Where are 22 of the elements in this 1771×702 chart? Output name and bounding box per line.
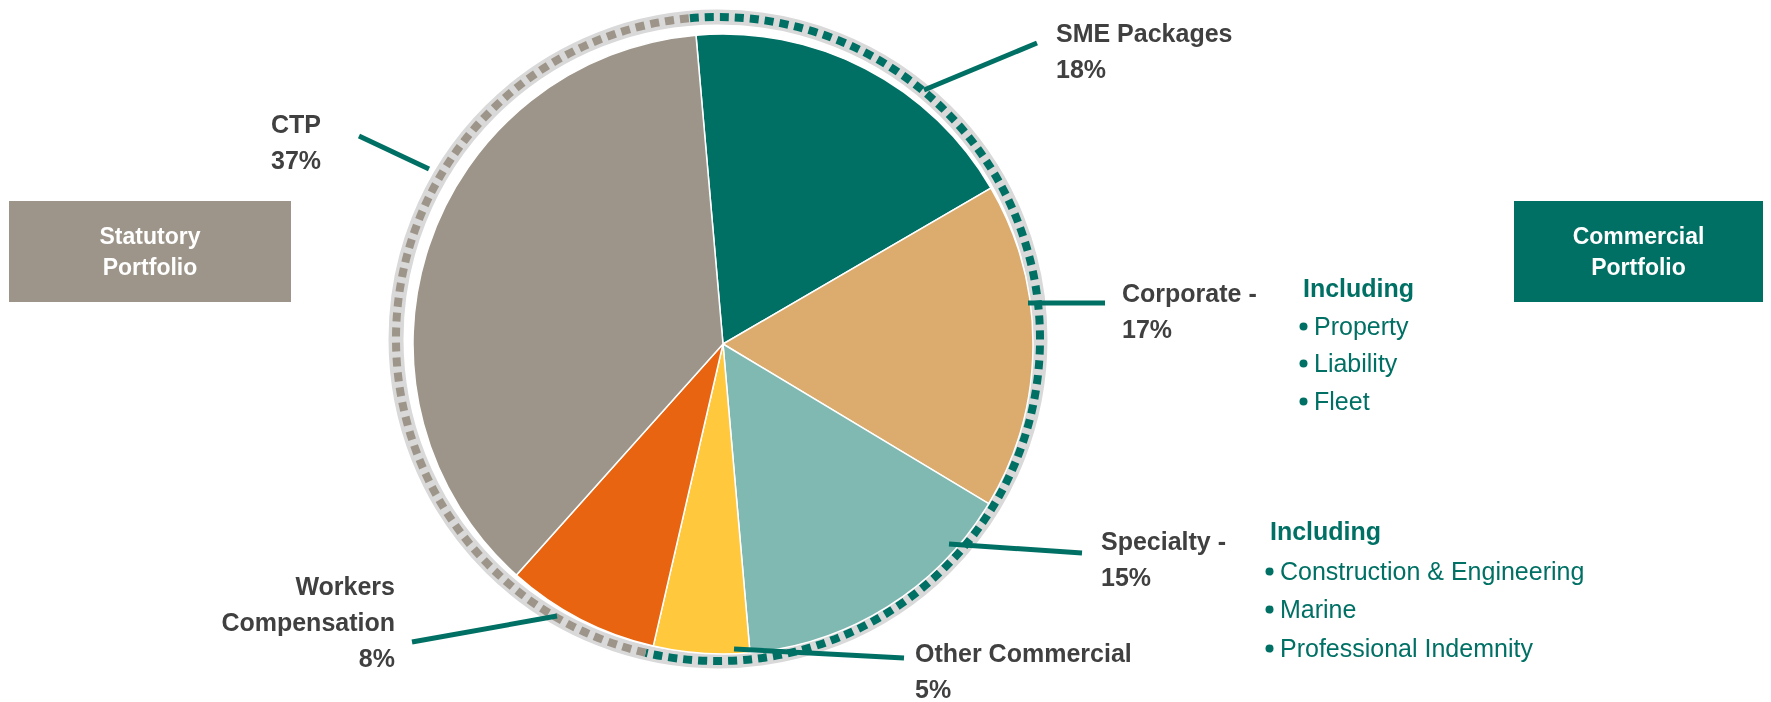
slice-label: Other Commercial: [915, 639, 1132, 667]
text: Property: [1314, 311, 1409, 341]
text: Statutory Portfolio: [98, 221, 202, 282]
text: Marine: [1280, 594, 1357, 624]
text: Including: [1303, 273, 1415, 303]
slice-label: Workers Compensation: [221, 572, 395, 636]
slice-label: CTP: [271, 110, 321, 138]
text: Including: [1270, 516, 1382, 546]
text: Professional Indemnity: [1280, 633, 1533, 663]
slice-label: Corporate -: [1122, 279, 1257, 307]
data-label: 8%: [358, 644, 395, 672]
data-label: 5%: [915, 675, 952, 702]
data-label: 17%: [1122, 315, 1173, 343]
text: Commercial Portfolio: [1571, 221, 1706, 282]
data-label: 18%: [1056, 55, 1107, 83]
data-label: 15%: [1101, 563, 1152, 591]
data-label: 37%: [271, 146, 322, 174]
slice-label: SME Packages: [1056, 19, 1233, 47]
text: Liability: [1314, 348, 1398, 378]
slice-label: Specialty -: [1101, 527, 1227, 555]
text: Construction & Engineering: [1280, 556, 1585, 586]
text: Fleet: [1314, 386, 1370, 416]
